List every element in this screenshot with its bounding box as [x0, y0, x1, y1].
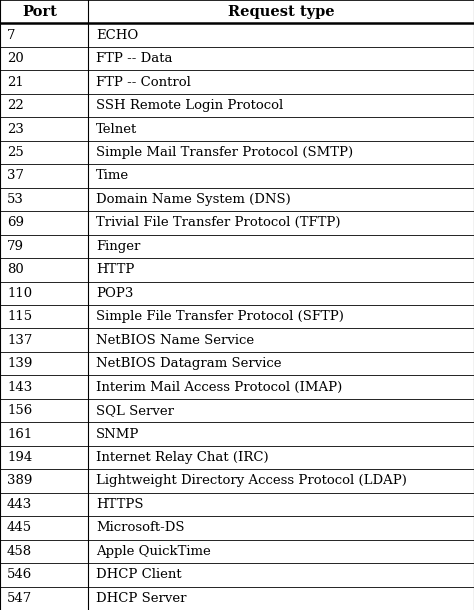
Text: Finger: Finger	[96, 240, 141, 253]
Bar	[0, 47, 474, 70]
Text: 161: 161	[7, 428, 32, 440]
Text: Apple QuickTime: Apple QuickTime	[96, 545, 211, 558]
Bar	[0, 375, 474, 399]
Text: 37: 37	[7, 170, 24, 182]
Text: 80: 80	[7, 264, 24, 276]
Text: 53: 53	[7, 193, 24, 206]
Text: Telnet: Telnet	[96, 123, 137, 135]
Text: 445: 445	[7, 522, 32, 534]
Text: SSH Remote Login Protocol: SSH Remote Login Protocol	[96, 99, 283, 112]
Bar	[0, 70, 474, 94]
Bar	[0, 516, 474, 540]
Bar	[0, 399, 474, 422]
Text: 458: 458	[7, 545, 32, 558]
Text: 546: 546	[7, 569, 32, 581]
Bar	[0, 540, 474, 563]
Bar	[0, 446, 474, 469]
Bar	[0, 211, 474, 235]
Text: 79: 79	[7, 240, 24, 253]
Text: Internet Relay Chat (IRC): Internet Relay Chat (IRC)	[96, 451, 269, 464]
Bar	[0, 188, 474, 211]
Text: NetBIOS Name Service: NetBIOS Name Service	[96, 334, 255, 346]
Bar	[0, 235, 474, 258]
Bar	[0, 164, 474, 188]
Text: 69: 69	[7, 217, 24, 229]
Text: SNMP: SNMP	[96, 428, 140, 440]
Text: 389: 389	[7, 475, 32, 487]
Text: 22: 22	[7, 99, 24, 112]
Text: 21: 21	[7, 76, 24, 88]
Text: SQL Server: SQL Server	[96, 404, 174, 417]
Text: 137: 137	[7, 334, 32, 346]
Text: 547: 547	[7, 592, 32, 605]
Text: NetBIOS Datagram Service: NetBIOS Datagram Service	[96, 357, 282, 370]
Text: Port: Port	[22, 5, 57, 19]
Text: Time: Time	[96, 170, 129, 182]
Bar	[0, 469, 474, 493]
Bar	[0, 117, 474, 141]
Text: Request type: Request type	[228, 5, 334, 19]
Text: Simple Mail Transfer Protocol (SMTP): Simple Mail Transfer Protocol (SMTP)	[96, 146, 353, 159]
Text: 23: 23	[7, 123, 24, 135]
Bar	[0, 23, 474, 47]
Text: 143: 143	[7, 381, 32, 393]
Bar	[0, 94, 474, 117]
Text: Trivial File Transfer Protocol (TFTP): Trivial File Transfer Protocol (TFTP)	[96, 217, 341, 229]
Text: Lightweight Directory Access Protocol (LDAP): Lightweight Directory Access Protocol (L…	[96, 475, 407, 487]
Text: HTTP: HTTP	[96, 264, 135, 276]
Text: 194: 194	[7, 451, 32, 464]
Text: ECHO: ECHO	[96, 29, 138, 41]
Bar	[0, 282, 474, 305]
Bar	[0, 258, 474, 282]
Text: 156: 156	[7, 404, 32, 417]
Bar	[0, 493, 474, 516]
Text: 110: 110	[7, 287, 32, 300]
Text: FTP -- Control: FTP -- Control	[96, 76, 191, 88]
Text: Interim Mail Access Protocol (IMAP): Interim Mail Access Protocol (IMAP)	[96, 381, 343, 393]
Bar	[0, 305, 474, 328]
Text: DHCP Server: DHCP Server	[96, 592, 187, 605]
Bar	[0, 141, 474, 164]
Text: 20: 20	[7, 52, 24, 65]
Text: 115: 115	[7, 310, 32, 323]
Text: FTP -- Data: FTP -- Data	[96, 52, 173, 65]
Bar	[0, 563, 474, 587]
Bar	[0, 328, 474, 352]
Text: Microsoft-DS: Microsoft-DS	[96, 522, 185, 534]
Text: DHCP Client: DHCP Client	[96, 569, 182, 581]
Bar	[0, 0, 474, 23]
Text: 443: 443	[7, 498, 32, 511]
Text: Domain Name System (DNS): Domain Name System (DNS)	[96, 193, 291, 206]
Text: HTTPS: HTTPS	[96, 498, 144, 511]
Text: 25: 25	[7, 146, 24, 159]
Bar	[0, 352, 474, 375]
Text: Simple File Transfer Protocol (SFTP): Simple File Transfer Protocol (SFTP)	[96, 310, 344, 323]
Text: 7: 7	[7, 29, 16, 41]
Bar	[0, 587, 474, 610]
Text: POP3: POP3	[96, 287, 134, 300]
Bar	[0, 422, 474, 446]
Text: 139: 139	[7, 357, 32, 370]
